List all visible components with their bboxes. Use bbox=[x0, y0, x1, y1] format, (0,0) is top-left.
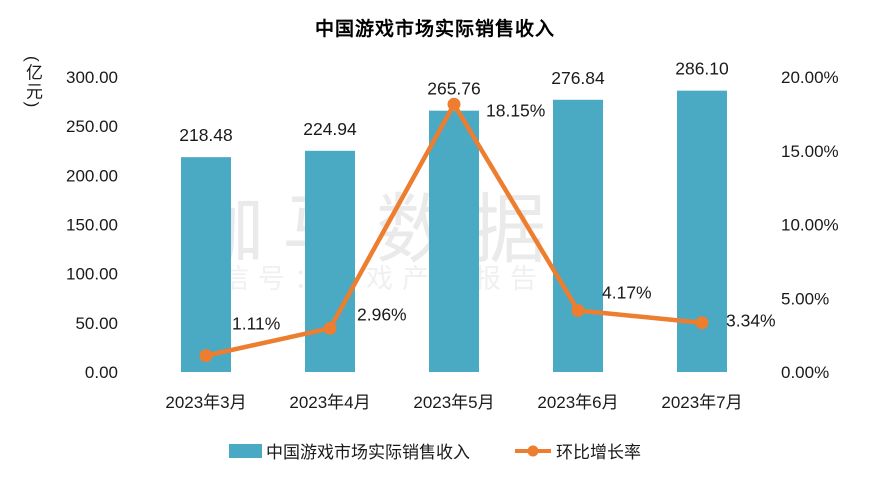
left-axis-tick-label: 0.00 bbox=[85, 363, 118, 382]
legend-item-growth: 环比增长率 bbox=[514, 438, 641, 463]
growth-point bbox=[447, 97, 461, 111]
legend-bar-swatch bbox=[229, 443, 262, 458]
growth-point bbox=[571, 303, 585, 317]
growth-point bbox=[199, 349, 213, 363]
bar-value-label: 286.10 bbox=[675, 59, 729, 79]
left-axis-tick-label: 200.00 bbox=[66, 166, 118, 185]
right-axis-tick-label: 20.00% bbox=[781, 68, 839, 87]
growth-value-label: 18.15% bbox=[486, 100, 545, 120]
x-axis-label: 2023年4月 bbox=[289, 393, 370, 412]
right-axis-tick-label: 15.00% bbox=[781, 142, 839, 161]
x-axis-label: 2023年6月 bbox=[537, 393, 618, 412]
bar-value-label: 276.84 bbox=[551, 68, 605, 88]
growth-point bbox=[695, 316, 709, 330]
legend-growth-label: 环比增长率 bbox=[556, 443, 641, 462]
chart-title: 中国游戏市场实际销售收入 bbox=[314, 19, 555, 40]
growth-value-label: 3.34% bbox=[726, 311, 776, 331]
growth-value-label: 1.11% bbox=[232, 314, 280, 334]
revenue-bar bbox=[677, 90, 727, 372]
legend-item-revenue: 中国游戏市场实际销售收入 bbox=[229, 438, 470, 463]
bar-value-label: 265.76 bbox=[427, 79, 481, 99]
legend-revenue-label: 中国游戏市场实际销售收入 bbox=[266, 443, 470, 462]
left-axis-tick-label: 150.00 bbox=[66, 216, 118, 235]
bar-value-label: 224.94 bbox=[303, 119, 357, 139]
revenue-bar bbox=[305, 150, 355, 372]
left-axis-tick-label: 250.00 bbox=[66, 117, 118, 136]
y-axis-unit-label: (亿元) bbox=[23, 56, 42, 110]
right-axis-tick-label: 10.00% bbox=[781, 216, 839, 235]
growth-value-label: 2.96% bbox=[357, 304, 407, 324]
x-axis-label: 2023年5月 bbox=[413, 393, 494, 412]
revenue-bar bbox=[181, 157, 231, 372]
left-axis-tick-label: 50.00 bbox=[75, 314, 118, 333]
legend-line-marker bbox=[515, 445, 551, 456]
revenue-bar bbox=[429, 110, 479, 372]
left-axis-tick-label: 300.00 bbox=[66, 68, 118, 87]
revenue-bar bbox=[553, 99, 603, 373]
growth-point bbox=[323, 321, 337, 335]
legend: 中国游戏市场实际销售收入 环比增长率 bbox=[0, 438, 870, 463]
right-axis-tick-label: 5.00% bbox=[781, 289, 829, 308]
right-axis-tick-label: 0.00% bbox=[781, 363, 829, 382]
left-axis-tick-label: 100.00 bbox=[66, 265, 118, 284]
bar-value-label: 218.48 bbox=[179, 125, 233, 145]
x-axis-label: 2023年7月 bbox=[661, 393, 742, 412]
growth-value-label: 4.17% bbox=[602, 282, 652, 302]
x-axis-label: 2023年3月 bbox=[165, 393, 246, 412]
